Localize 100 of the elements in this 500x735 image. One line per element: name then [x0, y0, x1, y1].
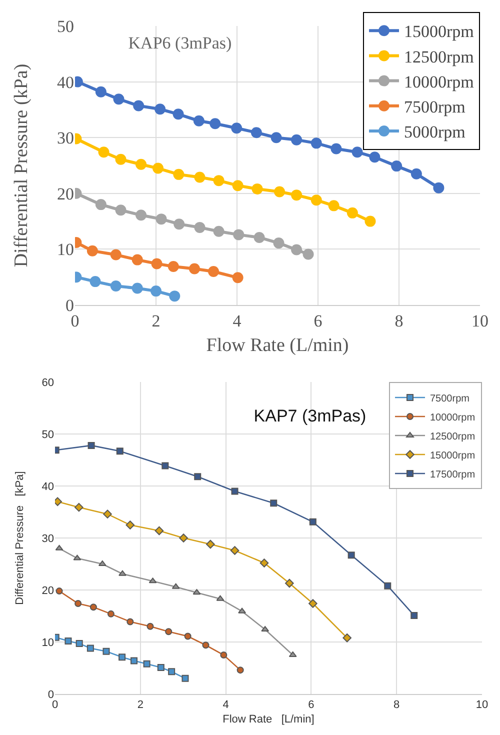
point	[274, 186, 286, 198]
point	[291, 190, 302, 201]
point	[107, 610, 114, 618]
point	[132, 254, 143, 266]
point	[328, 200, 340, 212]
point	[302, 248, 314, 260]
point	[168, 261, 179, 272]
point	[110, 280, 122, 292]
point	[130, 657, 138, 664]
point	[102, 648, 110, 655]
point	[110, 249, 122, 260]
point	[95, 199, 106, 210]
legend-label: 12500rpm	[404, 47, 474, 66]
point	[179, 534, 188, 542]
point	[384, 582, 392, 590]
legend-label: 7500rpm	[430, 393, 470, 404]
point	[364, 216, 376, 227]
y-tick-label: 40	[42, 480, 54, 493]
point	[154, 104, 166, 115]
x-tick-label: 6	[314, 311, 322, 330]
point	[151, 258, 162, 270]
point	[410, 612, 418, 619]
point	[174, 218, 185, 230]
x-tick-label: 8	[394, 311, 404, 330]
point	[273, 238, 284, 249]
point	[192, 589, 201, 595]
point	[76, 640, 83, 648]
y-tick-label: 50	[42, 428, 54, 441]
point	[64, 637, 72, 644]
point	[285, 578, 294, 588]
point	[90, 276, 101, 288]
y-axis-title: Differential Pressure [kPa]	[14, 471, 26, 605]
point	[238, 608, 246, 614]
point	[410, 168, 422, 180]
point	[56, 588, 63, 595]
y-tick-label: 20	[42, 584, 54, 597]
point	[115, 204, 126, 216]
x-tick-label: 8	[394, 699, 400, 712]
point	[254, 232, 265, 243]
point	[348, 552, 355, 559]
point	[236, 666, 244, 674]
point	[188, 263, 200, 274]
point	[194, 473, 202, 480]
point	[291, 244, 302, 256]
point	[74, 502, 84, 512]
point	[55, 544, 64, 550]
point	[98, 146, 110, 158]
point	[143, 660, 150, 668]
y-tick-label: 50	[57, 16, 74, 36]
point	[233, 229, 244, 240]
point	[86, 245, 98, 256]
point	[261, 626, 270, 632]
point	[291, 134, 302, 146]
point	[308, 599, 318, 608]
point	[330, 143, 342, 154]
point	[213, 175, 224, 186]
point	[231, 122, 242, 134]
point	[126, 520, 135, 530]
point	[115, 154, 126, 165]
legend-label: 17500rpm	[430, 469, 476, 480]
point	[152, 162, 164, 174]
point	[74, 600, 82, 608]
point	[136, 210, 147, 221]
point	[132, 282, 143, 294]
point	[133, 100, 144, 112]
point	[208, 266, 220, 278]
point	[113, 94, 124, 105]
y-tick-label: 20	[57, 184, 74, 204]
point	[216, 595, 224, 601]
text: KAP6 (3mPas)	[128, 33, 232, 52]
legend-label: 15000rpm	[404, 22, 474, 42]
legend-label: 7500rpm	[404, 98, 466, 117]
point	[118, 654, 126, 661]
point	[172, 583, 180, 589]
point	[88, 442, 95, 449]
point	[95, 86, 106, 98]
x-tick-label: 2	[152, 311, 160, 330]
point	[260, 558, 269, 568]
y-tick-label: 0	[66, 296, 74, 315]
point	[310, 194, 322, 206]
y-tick-label: 10	[42, 636, 54, 649]
point	[168, 668, 176, 676]
point	[118, 570, 126, 576]
point	[169, 290, 180, 302]
point	[136, 158, 147, 170]
point	[182, 674, 189, 682]
point	[73, 554, 82, 560]
point	[213, 226, 224, 237]
point	[391, 160, 402, 172]
point	[232, 180, 244, 192]
point	[250, 127, 262, 138]
point	[157, 664, 164, 671]
y-tick-label: 60	[42, 376, 54, 389]
y-tick-label: 40	[57, 72, 74, 92]
point	[194, 172, 206, 183]
legend-label: 5000rpm	[404, 122, 466, 142]
point	[252, 183, 263, 194]
point	[148, 578, 157, 584]
point	[156, 214, 167, 225]
point	[173, 168, 184, 180]
